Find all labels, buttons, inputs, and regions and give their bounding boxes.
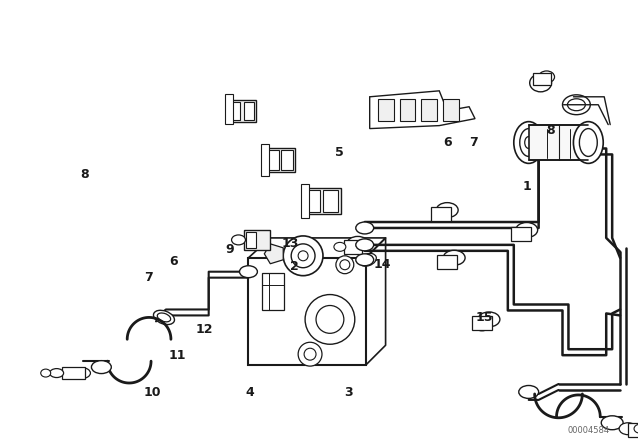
Ellipse shape [433,210,449,220]
Bar [399,99,415,121]
Bar [281,151,293,170]
Ellipse shape [92,361,111,374]
Bar [266,148,295,172]
Ellipse shape [347,237,369,251]
Ellipse shape [513,230,529,241]
Text: 12: 12 [195,323,213,336]
Ellipse shape [356,254,374,266]
Circle shape [336,256,354,274]
Text: 00004584: 00004584 [567,426,609,435]
Ellipse shape [157,313,171,322]
Ellipse shape [514,122,543,164]
Circle shape [284,236,323,276]
Ellipse shape [232,235,246,245]
Text: 1: 1 [522,180,531,193]
Ellipse shape [41,369,51,377]
Ellipse shape [439,258,455,269]
Text: 3: 3 [344,386,353,399]
Ellipse shape [601,416,623,430]
Ellipse shape [72,368,90,379]
Ellipse shape [568,99,586,111]
Text: 9: 9 [225,243,234,256]
Circle shape [340,260,350,270]
Bar [262,273,284,310]
Circle shape [305,294,355,344]
Bar [305,188,341,214]
Text: 11: 11 [168,349,186,362]
Bar [228,100,257,122]
Bar [323,190,338,212]
Circle shape [316,306,344,333]
Bar [444,99,459,121]
Bar [529,125,588,160]
Bar [230,102,241,120]
Text: 10: 10 [144,386,161,399]
Text: 15: 15 [476,311,493,324]
Bar [437,255,457,269]
Ellipse shape [444,250,465,265]
Ellipse shape [634,424,640,433]
Ellipse shape [348,243,362,253]
Bar [301,184,309,218]
Bar [431,207,451,221]
Ellipse shape [563,95,590,115]
Bar [628,423,640,437]
Bar [61,367,86,379]
Ellipse shape [516,223,538,237]
Ellipse shape [525,137,532,148]
Ellipse shape [239,266,257,278]
Circle shape [304,348,316,360]
Ellipse shape [359,254,376,266]
Bar [307,190,320,212]
Circle shape [298,342,322,366]
Ellipse shape [356,239,374,251]
Bar [225,94,232,124]
Bar [421,99,437,121]
Bar [511,227,531,241]
Text: 6: 6 [170,255,178,268]
Circle shape [298,251,308,261]
Ellipse shape [539,71,554,83]
Ellipse shape [573,122,604,164]
Text: 2: 2 [290,260,299,273]
Bar [378,99,394,121]
Text: 14: 14 [374,258,391,271]
Bar [532,73,550,85]
Text: 7: 7 [470,137,478,150]
Ellipse shape [474,320,490,331]
Polygon shape [370,91,475,129]
Ellipse shape [520,129,538,156]
Bar [261,145,269,177]
Ellipse shape [50,369,63,378]
Bar [344,240,362,254]
Ellipse shape [579,129,597,156]
Text: 7: 7 [144,271,153,284]
Bar [244,230,270,250]
Ellipse shape [619,423,637,435]
Text: 8: 8 [547,124,555,137]
Bar [248,258,365,365]
Ellipse shape [154,310,175,324]
Ellipse shape [334,242,346,251]
Ellipse shape [436,202,458,218]
Polygon shape [264,244,284,264]
Ellipse shape [519,385,539,398]
Bar [246,232,257,248]
Text: 13: 13 [282,237,299,250]
Ellipse shape [356,222,374,234]
Text: 5: 5 [335,146,344,159]
Circle shape [291,244,315,268]
Text: 8: 8 [81,168,89,181]
Bar [472,316,492,330]
Text: 4: 4 [246,386,255,399]
Ellipse shape [478,312,500,327]
Text: 6: 6 [443,137,451,150]
Bar [244,102,255,120]
Bar [268,151,279,170]
Ellipse shape [530,74,552,92]
